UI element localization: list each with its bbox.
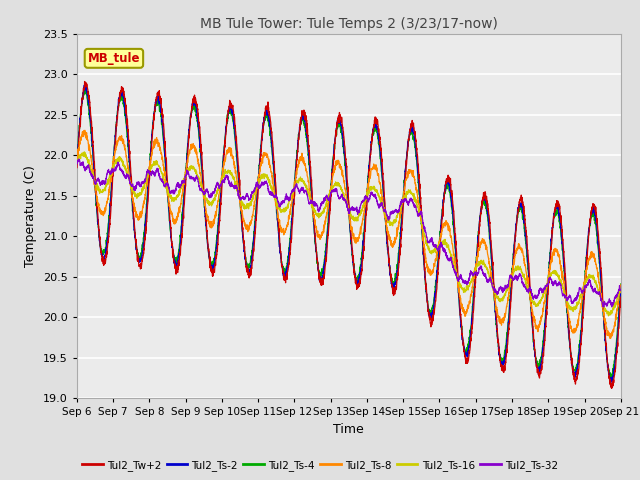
Title: MB Tule Tower: Tule Temps 2 (3/23/17-now): MB Tule Tower: Tule Temps 2 (3/23/17-now… (200, 17, 498, 31)
Legend: Tul2_Tw+2, Tul2_Ts-2, Tul2_Ts-4, Tul2_Ts-8, Tul2_Ts-16, Tul2_Ts-32: Tul2_Tw+2, Tul2_Ts-2, Tul2_Ts-4, Tul2_Ts… (77, 456, 563, 475)
X-axis label: Time: Time (333, 423, 364, 436)
Y-axis label: Temperature (C): Temperature (C) (24, 165, 37, 267)
Text: MB_tule: MB_tule (88, 52, 140, 65)
